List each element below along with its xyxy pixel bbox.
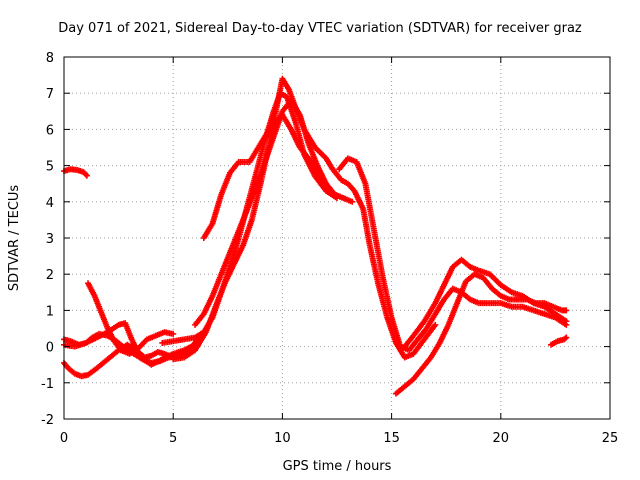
x-tick-label: 20: [493, 431, 510, 446]
data-point: [170, 330, 177, 337]
y-axis-title: SDTVAR / TECUs: [7, 185, 22, 292]
data-point: [432, 321, 439, 328]
x-tick-label: 0: [60, 431, 68, 446]
data-point: [340, 195, 347, 202]
x-axis: 0 5 10 15 20 25: [60, 57, 618, 446]
x-axis-title: GPS time / hours: [283, 459, 392, 474]
x-tick-label: 25: [602, 431, 619, 446]
y-tick-label: -1: [41, 377, 54, 392]
data-point: [83, 172, 90, 179]
y-tick-label: 4: [46, 196, 54, 211]
y-tick-label: 2: [46, 268, 54, 283]
data-series: [61, 320, 199, 368]
y-tick-label: 7: [46, 87, 54, 102]
data-series: [392, 271, 570, 397]
y-tick-label: 6: [46, 123, 54, 138]
y-tick-label: 0: [46, 341, 54, 356]
data-point: [349, 198, 356, 205]
chart-title: Day 071 of 2021, Sidereal Day-to-day VTE…: [58, 21, 582, 36]
data-point: [562, 335, 569, 342]
data-point: [563, 307, 570, 314]
y-axis: -2 -1 0 1 2 3 4 5 6 7 8: [41, 51, 610, 428]
grid: [64, 57, 610, 419]
data-series: [85, 280, 177, 357]
x-tick-label: 5: [169, 431, 177, 446]
data-series: [61, 166, 90, 179]
y-tick-label: -2: [41, 413, 54, 428]
data-point: [563, 318, 570, 325]
data-series: [548, 334, 570, 348]
x-tick-label: 10: [274, 431, 291, 446]
x-tick-label: 15: [383, 431, 400, 446]
data-series: [336, 155, 570, 354]
y-tick-label: 3: [46, 232, 54, 247]
data-point: [563, 334, 570, 341]
data-series: [401, 256, 570, 350]
data-series: [200, 111, 347, 241]
data-points: [61, 75, 570, 397]
y-tick-label: 5: [46, 160, 54, 175]
y-tick-label: 8: [46, 51, 54, 66]
y-tick-label: 1: [46, 304, 54, 319]
